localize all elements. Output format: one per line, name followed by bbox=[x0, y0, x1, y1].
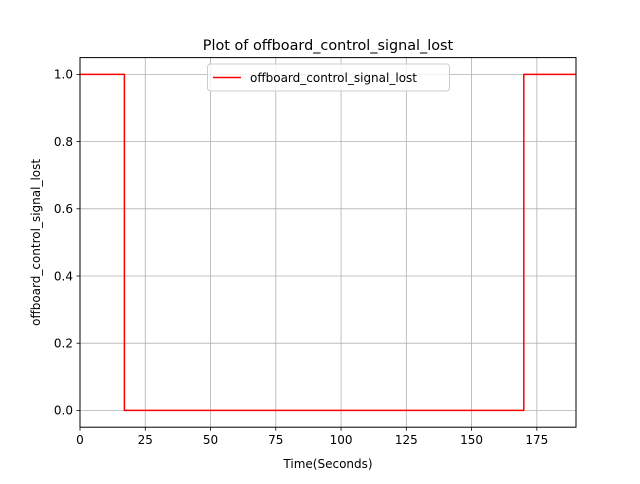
x-tick-label: 75 bbox=[268, 433, 283, 447]
y-tick-label: 0.6 bbox=[54, 202, 73, 216]
x-tick-label: 25 bbox=[138, 433, 153, 447]
y-tick-label: 0.0 bbox=[54, 404, 73, 418]
y-tick-label: 0.2 bbox=[54, 337, 73, 351]
y-tick-label: 0.4 bbox=[54, 269, 73, 283]
y-axis-label: offboard_control_signal_lost bbox=[29, 159, 43, 326]
y-tick-label: 0.8 bbox=[54, 135, 73, 149]
x-tick-label: 50 bbox=[203, 433, 218, 447]
legend: offboard_control_signal_lost bbox=[207, 63, 450, 92]
y-tick-label: 1.0 bbox=[54, 68, 73, 82]
plot-frame bbox=[79, 57, 577, 428]
series-layer bbox=[80, 73, 576, 412]
chart-title: Plot of offboard_control_signal_lost bbox=[203, 38, 454, 54]
legend-box bbox=[207, 63, 450, 92]
x-axis-label: Time(Seconds) bbox=[282, 457, 372, 471]
y-axis-ticks: 0.0 0.2 0.4 0.6 0.8 1.0 bbox=[54, 68, 80, 418]
x-tick-label: 100 bbox=[330, 433, 353, 447]
series-line bbox=[80, 73, 576, 412]
x-tick-label: 125 bbox=[395, 433, 418, 447]
x-tick-label: 175 bbox=[525, 433, 548, 447]
x-tick-label: 150 bbox=[460, 433, 483, 447]
legend-label: offboard_control_signal_lost bbox=[250, 71, 417, 85]
x-tick-label: 0 bbox=[76, 433, 84, 447]
x-axis-ticks: 0 25 50 75 100 125 150 175 bbox=[76, 427, 548, 447]
